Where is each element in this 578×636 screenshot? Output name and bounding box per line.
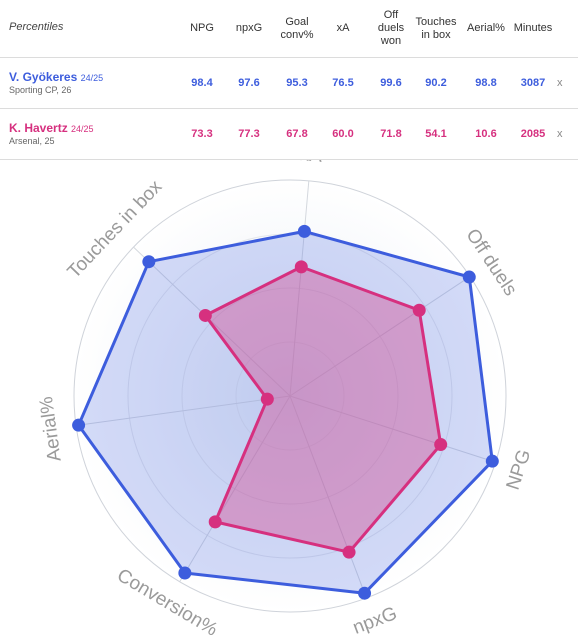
data-point-series-2	[412, 303, 426, 317]
radar-spoke	[133, 246, 291, 397]
data-point-series-1	[297, 224, 311, 238]
radar-grid-ring	[235, 341, 345, 451]
data-point-series-1	[178, 566, 192, 580]
data-point-series-2	[294, 260, 308, 274]
column-header-xa[interactable]: xA	[336, 22, 350, 34]
series-polygon-2	[203, 265, 443, 554]
stat-aerial: 98.8	[475, 77, 497, 89]
player-row-2: K. Havertz 24/25 Arsenal, 25 x 73.3 77.3 6…	[0, 109, 578, 160]
remove-player-button[interactable]: x	[557, 77, 563, 89]
radar-grid-ring	[181, 287, 399, 505]
stat-minutes: 3087	[520, 77, 546, 89]
radar-spoke	[289, 395, 496, 463]
data-point-series-1	[358, 586, 372, 600]
player-row-1: V. Gyökeres 24/25 Sporting CP, 26 x 98.4…	[0, 58, 578, 109]
data-point-series-2	[342, 545, 356, 559]
player-name[interactable]: V. Gyökeres 24/25	[9, 70, 103, 84]
column-header-goal-conv[interactable]: Goal conv%	[280, 15, 314, 41]
stat-npg: 98.4	[191, 77, 213, 89]
column-header-npxg[interactable]: npxG	[235, 22, 263, 34]
player-club: Arsenal, 25	[9, 136, 55, 146]
remove-player-button[interactable]: x	[557, 128, 563, 140]
column-header-touches[interactable]: Touches in box	[415, 15, 457, 41]
radar-spoke	[289, 395, 367, 599]
player-name-text: V. Gyökeres	[9, 70, 78, 84]
data-point-series-1	[462, 270, 476, 284]
axis-label: npxG	[350, 603, 400, 636]
axis-label: xA	[299, 160, 323, 167]
series-polygon-1	[77, 229, 494, 595]
player-season: 24/25	[80, 73, 104, 83]
column-header-npg[interactable]: NPG	[190, 22, 214, 34]
stat-npg: 73.3	[191, 128, 213, 140]
stat-xa: 60.0	[332, 128, 354, 140]
stat-xa: 76.5	[332, 77, 354, 89]
data-point-series-1	[142, 255, 156, 269]
stat-minutes: 2085	[520, 128, 546, 140]
stat-goal-conv: 95.3	[286, 77, 308, 89]
data-point-series-2	[198, 308, 212, 322]
radar-spoke	[289, 180, 310, 397]
player-club: Sporting CP, 26	[9, 85, 72, 95]
column-header-aerial[interactable]: Aerial%	[467, 22, 505, 34]
radar-spoke	[179, 395, 291, 582]
column-header-off-duels[interactable]: Off duels won	[377, 9, 405, 47]
player-name[interactable]: K. Havertz 24/25	[9, 121, 94, 135]
stat-off-duels: 71.8	[380, 128, 402, 140]
table-header: Percentiles NPG npxG Goal conv% xA Off duels wo…	[0, 0, 578, 58]
stat-npxg: 97.6	[238, 77, 260, 89]
player-season: 24/25	[71, 124, 94, 134]
data-point-series-2	[208, 515, 222, 529]
stat-aerial: 10.6	[475, 128, 497, 140]
stat-goal-conv: 67.8	[286, 128, 308, 140]
stat-off-duels: 99.6	[380, 77, 402, 89]
data-point-series-2	[434, 438, 448, 452]
stat-npxg: 77.3	[238, 128, 260, 140]
table-title: Percentiles	[9, 21, 64, 33]
radar-spoke	[75, 395, 291, 427]
axis-label: NPG	[503, 447, 536, 493]
percentile-table: Percentiles NPG npxG Goal conv% xA Off duels wo…	[0, 0, 578, 160]
data-point-series-1	[72, 418, 86, 432]
data-point-series-2	[260, 392, 274, 406]
player-name-text: K. Havertz	[9, 121, 68, 135]
stat-touches: 54.1	[425, 128, 447, 140]
stat-touches: 90.2	[425, 77, 447, 89]
axis-label: Aerial%	[36, 395, 66, 463]
column-header-minutes[interactable]: Minutes	[513, 22, 553, 34]
data-point-series-1	[485, 454, 499, 468]
radar-spoke	[289, 276, 471, 397]
